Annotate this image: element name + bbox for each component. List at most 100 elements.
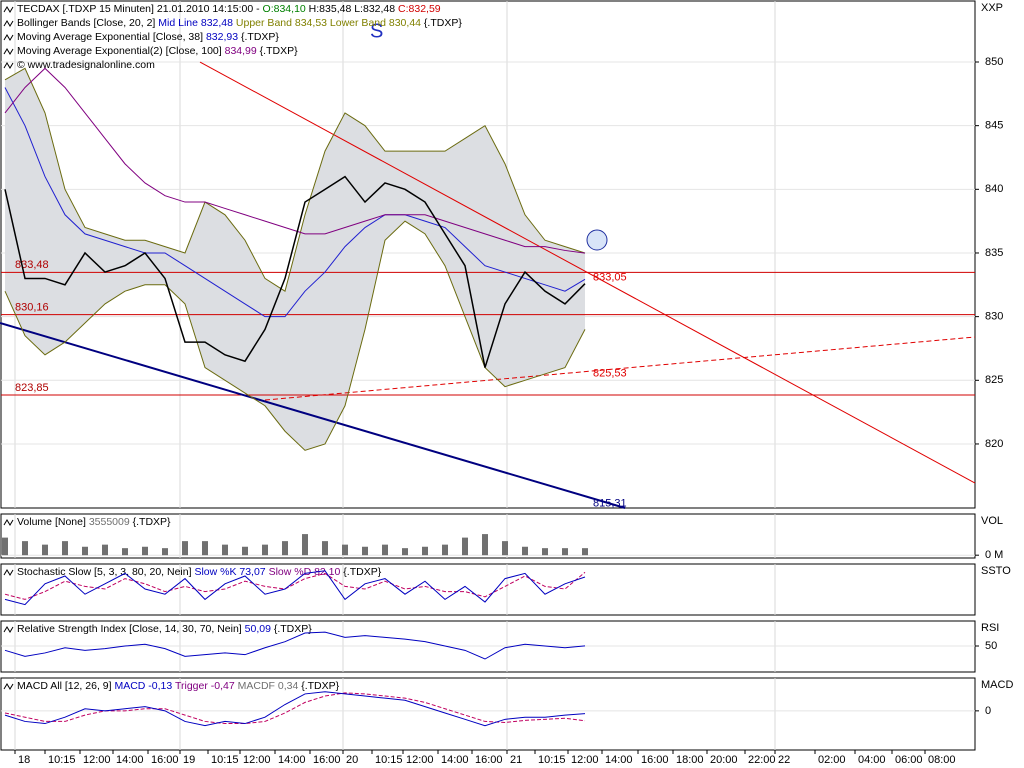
header-part: Bollinger Bands [Close, 20, 2]	[17, 17, 155, 29]
header-part: {.TDXP}	[274, 623, 312, 635]
volume-bar	[222, 544, 228, 556]
x-tick-label: 02:00	[818, 754, 846, 766]
panel-header: Volume [None] 3555009 {.TDXP}	[17, 516, 171, 528]
x-tick-label: 12:00	[243, 754, 271, 766]
series-line	[4, 67, 586, 292]
header-part: Slow %K 73,07	[194, 566, 265, 578]
volume-bar	[382, 544, 388, 556]
header-part: Slow %D 82,10	[269, 566, 341, 578]
y-tick-label: 50	[985, 640, 997, 652]
header-part: MACDF 0,34	[238, 680, 299, 692]
header-part: {.TDXP}	[260, 45, 298, 57]
header-part: TECDAX [.TDXP 15 Minuten] 21.01.2010 14:…	[17, 3, 260, 15]
volume-bar	[362, 546, 368, 556]
y-tick-label: 850	[985, 56, 1003, 68]
header-part: H:835,48	[309, 3, 352, 15]
header-part: {.TDXP}	[241, 31, 279, 43]
series-line	[4, 691, 586, 727]
volume-bar	[322, 541, 328, 556]
header-part: Relative Strength Index [Close, 14, 30, …	[17, 623, 242, 635]
axis-label: XXP	[981, 2, 1003, 14]
volume-bar	[542, 548, 548, 556]
trend-line	[199, 61, 976, 484]
x-tick-label: 12:00	[406, 754, 434, 766]
volume-bar	[502, 541, 508, 556]
header-part: {.TDXP}	[343, 566, 381, 578]
panel-frame	[0, 0, 976, 509]
x-tick-label: 21	[510, 754, 522, 766]
volume-bar	[562, 548, 568, 556]
header-part: 50,09	[245, 623, 271, 635]
indicator-icon	[3, 519, 14, 526]
header-part: {.TDXP}	[301, 680, 339, 692]
x-tick-label: 19	[183, 754, 195, 766]
y-tick-label: 845	[985, 120, 1003, 132]
indicator-icon	[3, 569, 14, 576]
panel-header: Stochastic Slow [5, 3, 3, 80, 20, Nein] …	[17, 566, 382, 578]
x-tick-label: 16:00	[641, 754, 669, 766]
level-label: 830,16	[15, 302, 49, 314]
header-part: L:832,48	[354, 3, 395, 15]
x-tick-label: 18	[18, 754, 30, 766]
volume-bar	[42, 544, 48, 556]
axis-label: SSTO	[981, 565, 1011, 577]
axis-label: RSI	[981, 622, 999, 634]
x-tick-label: 14:00	[605, 754, 633, 766]
trend-label: 833,05	[593, 272, 627, 284]
panel-header: © www.tradesignalonline.com	[17, 59, 155, 71]
volume-bar	[282, 541, 288, 556]
panel-frame	[0, 677, 976, 751]
y-tick-label: 835	[985, 247, 1003, 259]
indicator-icon	[3, 626, 14, 633]
x-tick-label: 22:00	[748, 754, 776, 766]
panel-frame	[0, 563, 976, 616]
x-tick-label: 14:00	[278, 754, 306, 766]
header-part: C:832,59	[398, 3, 441, 15]
level-label: 823,85	[15, 382, 49, 394]
series-line	[4, 175, 586, 368]
header-part: {.TDXP}	[133, 516, 171, 528]
header-part: Moving Average Exponential [Close, 38]	[17, 31, 203, 43]
header-part: Moving Average Exponential(2) [Close, 10…	[17, 45, 222, 57]
y-tick-label: 820	[985, 438, 1003, 450]
header-part: Upper Band 834,53	[236, 17, 327, 29]
series-line	[4, 67, 586, 254]
volume-bar	[102, 544, 108, 556]
volume-bar	[522, 546, 528, 556]
axis-label: MACD	[981, 679, 1013, 691]
x-tick-label: 14:00	[441, 754, 469, 766]
header-part: © www.tradesignalonline.com	[17, 59, 155, 71]
trend-line	[264, 336, 976, 401]
y-tick-label: 830	[985, 311, 1003, 323]
header-part: Mid Line 832,48	[158, 17, 233, 29]
volume-bar	[462, 537, 468, 556]
x-tick-label: 06:00	[895, 754, 923, 766]
volume-bar	[422, 546, 428, 556]
volume-bar	[582, 548, 588, 556]
x-tick-label: 14:00	[116, 754, 144, 766]
volume-bar	[122, 548, 128, 556]
header-part: Trigger -0,47	[175, 680, 235, 692]
y-tick-label: 0 M	[985, 549, 1003, 561]
x-tick-label: 18:00	[676, 754, 704, 766]
x-tick-label: 10:15	[211, 754, 239, 766]
volume-bar	[442, 544, 448, 556]
x-tick-label: 10:15	[375, 754, 403, 766]
header-part: MACD All [12, 26, 9]	[17, 680, 112, 692]
series-line	[4, 631, 586, 660]
indicator-icon	[3, 34, 14, 41]
series-line	[4, 692, 586, 725]
volume-bar	[302, 534, 308, 556]
indicator-icon	[3, 48, 14, 55]
x-tick-label: 16:00	[475, 754, 503, 766]
header-part: Volume [None]	[17, 516, 86, 528]
volume-bar	[202, 541, 208, 556]
volume-bar	[182, 541, 188, 556]
series-line	[4, 220, 586, 451]
header-part: Stochastic Slow [5, 3, 3, 80, 20, Nein]	[17, 566, 192, 578]
x-tick-label: 12:00	[571, 754, 599, 766]
y-tick-label: 0	[985, 705, 991, 717]
x-tick-label: 16:00	[313, 754, 341, 766]
y-tick-label: 840	[985, 183, 1003, 195]
